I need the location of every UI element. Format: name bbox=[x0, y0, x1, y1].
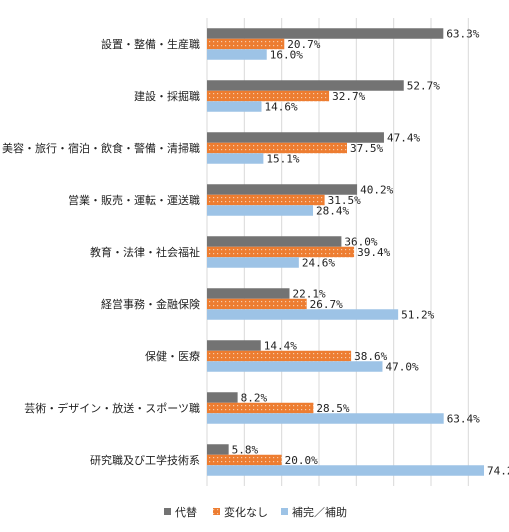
data-label: 8.2% bbox=[241, 392, 268, 405]
data-label: 51.2% bbox=[401, 309, 434, 322]
data-label: 16.0% bbox=[270, 49, 303, 62]
legend-label: 補完／補助 bbox=[292, 505, 347, 519]
bar bbox=[207, 350, 352, 362]
bar bbox=[207, 309, 399, 320]
data-label: 47.0% bbox=[385, 361, 418, 374]
category-label: 建設・採掘職 bbox=[134, 89, 200, 103]
data-label: 22.1% bbox=[293, 288, 326, 301]
bars bbox=[207, 28, 485, 476]
data-label: 31.5% bbox=[328, 194, 361, 207]
bar bbox=[207, 80, 404, 91]
bar bbox=[207, 361, 383, 372]
bar bbox=[207, 298, 307, 310]
category-label: 設置・整備・生産職 bbox=[101, 37, 200, 51]
bar bbox=[207, 288, 290, 299]
data-label: 20.7% bbox=[287, 38, 320, 51]
category-label: 研究職及び工学技術系 bbox=[90, 453, 200, 467]
data-label: 63.3% bbox=[446, 28, 479, 41]
data-label: 14.6% bbox=[265, 101, 298, 114]
data-label: 74.2% bbox=[487, 465, 509, 478]
bar bbox=[207, 194, 325, 206]
bar bbox=[207, 132, 384, 143]
bar bbox=[207, 38, 285, 50]
bar bbox=[207, 444, 229, 455]
data-label: 38.6% bbox=[354, 350, 387, 363]
data-label: 15.1% bbox=[266, 153, 299, 166]
data-label: 32.7% bbox=[332, 90, 365, 103]
data-label: 5.8% bbox=[232, 444, 259, 457]
legend-label: 変化なし bbox=[224, 505, 268, 519]
legend-swatch bbox=[164, 508, 171, 515]
bar bbox=[207, 257, 299, 268]
bar bbox=[207, 90, 330, 102]
bar bbox=[207, 402, 314, 414]
bar bbox=[207, 340, 261, 351]
data-label: 28.4% bbox=[316, 205, 349, 218]
data-label: 37.5% bbox=[350, 142, 383, 155]
category-label: 営業・販売・運転・運送職 bbox=[68, 193, 200, 207]
legend-swatch bbox=[213, 508, 220, 515]
category-label: 経営事務・金融保険 bbox=[101, 297, 200, 311]
legend-swatch bbox=[281, 508, 288, 515]
bar bbox=[207, 205, 314, 216]
data-label: 63.4% bbox=[447, 413, 480, 426]
data-label: 52.7% bbox=[407, 80, 440, 93]
data-label: 24.6% bbox=[302, 257, 335, 270]
bar bbox=[207, 101, 262, 112]
legend-label: 代替 bbox=[175, 505, 197, 519]
bar bbox=[207, 413, 444, 424]
data-label: 36.0% bbox=[344, 236, 377, 249]
category-label: 保健・医療 bbox=[145, 349, 200, 363]
bar bbox=[207, 465, 485, 476]
value-labels: 63.3% 20.7%16.0% 52.7% 32.7% 14.6% 47.4% 37.5%… bbox=[232, 28, 509, 478]
bar bbox=[207, 246, 355, 258]
category-label: 芸術・デザイン・放送・スポーツ職 bbox=[24, 401, 200, 415]
bar bbox=[207, 454, 282, 466]
bar bbox=[207, 236, 342, 247]
bar bbox=[207, 184, 358, 195]
bar bbox=[207, 142, 347, 154]
bar bbox=[207, 28, 444, 39]
category-label: 美容・旅行・宿泊・飲食・警備・清掃職 bbox=[2, 141, 200, 155]
category-labels: 設置・整備・生産職建設・採掘職美容・旅行・宿泊・飲食・警備・清掃職営業・販売・運… bbox=[2, 37, 200, 467]
category-label: 教育・法律・社会福祉 bbox=[90, 245, 200, 259]
data-label: 28.5% bbox=[316, 402, 349, 415]
data-label: 14.4% bbox=[264, 340, 297, 353]
data-label: 40.2% bbox=[360, 184, 393, 197]
data-label: 20.0% bbox=[285, 454, 318, 467]
data-label: 39.4% bbox=[357, 246, 390, 259]
bar bbox=[207, 49, 267, 60]
legend: 代替 変化なし 補完／補助 bbox=[164, 505, 347, 519]
data-label: 47.4% bbox=[387, 132, 420, 145]
data-label: 26.7% bbox=[310, 298, 343, 311]
bar bbox=[207, 392, 238, 403]
bar bbox=[207, 153, 264, 164]
